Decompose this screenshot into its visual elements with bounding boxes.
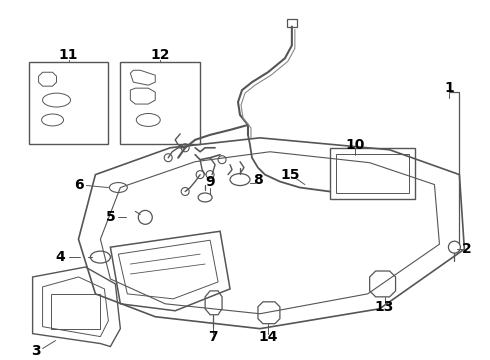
Text: 15: 15 bbox=[280, 168, 299, 181]
Bar bbox=[121, 62, 200, 144]
Text: 4: 4 bbox=[56, 250, 65, 264]
Text: 8: 8 bbox=[253, 172, 263, 186]
Text: 6: 6 bbox=[74, 177, 83, 192]
Bar bbox=[28, 62, 108, 144]
Text: 1: 1 bbox=[444, 81, 454, 95]
Text: 13: 13 bbox=[375, 300, 394, 314]
Text: 10: 10 bbox=[345, 138, 365, 152]
Text: 14: 14 bbox=[258, 330, 278, 343]
Text: 3: 3 bbox=[31, 343, 40, 357]
Text: 2: 2 bbox=[462, 242, 471, 256]
Text: 9: 9 bbox=[205, 175, 215, 189]
Text: 7: 7 bbox=[208, 330, 218, 343]
Text: 12: 12 bbox=[150, 48, 170, 62]
Bar bbox=[287, 19, 297, 27]
Text: 5: 5 bbox=[105, 210, 115, 224]
Text: 11: 11 bbox=[59, 48, 78, 62]
Bar bbox=[50, 294, 100, 329]
Bar bbox=[330, 148, 415, 199]
Bar bbox=[336, 154, 409, 193]
